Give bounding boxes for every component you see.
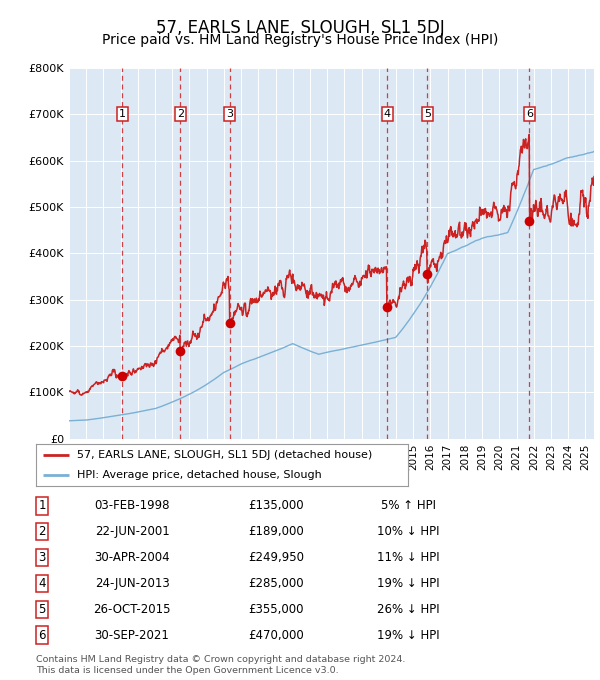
Text: 5: 5 — [424, 109, 431, 119]
Text: 2: 2 — [38, 525, 46, 539]
Text: HPI: Average price, detached house, Slough: HPI: Average price, detached house, Slou… — [77, 470, 322, 480]
Text: 57, EARLS LANE, SLOUGH, SL1 5DJ (detached house): 57, EARLS LANE, SLOUGH, SL1 5DJ (detache… — [77, 450, 372, 460]
Text: 26-OCT-2015: 26-OCT-2015 — [93, 602, 171, 616]
Text: 10% ↓ HPI: 10% ↓ HPI — [377, 525, 439, 539]
Text: 5% ↑ HPI: 5% ↑ HPI — [380, 499, 436, 513]
Text: 22-JUN-2001: 22-JUN-2001 — [95, 525, 169, 539]
Text: 4: 4 — [38, 577, 46, 590]
Text: £285,000: £285,000 — [248, 577, 304, 590]
Text: 57, EARLS LANE, SLOUGH, SL1 5DJ: 57, EARLS LANE, SLOUGH, SL1 5DJ — [155, 19, 445, 37]
Text: Price paid vs. HM Land Registry's House Price Index (HPI): Price paid vs. HM Land Registry's House … — [102, 33, 498, 47]
Text: 11% ↓ HPI: 11% ↓ HPI — [377, 551, 439, 564]
Text: £135,000: £135,000 — [248, 499, 304, 513]
Text: £189,000: £189,000 — [248, 525, 304, 539]
Text: 2: 2 — [177, 109, 184, 119]
Text: 1: 1 — [119, 109, 125, 119]
Text: 30-APR-2004: 30-APR-2004 — [94, 551, 170, 564]
Text: 3: 3 — [38, 551, 46, 564]
Text: 24-JUN-2013: 24-JUN-2013 — [95, 577, 169, 590]
Text: £355,000: £355,000 — [248, 602, 304, 616]
Text: 6: 6 — [526, 109, 533, 119]
Text: 19% ↓ HPI: 19% ↓ HPI — [377, 628, 439, 642]
Text: 30-SEP-2021: 30-SEP-2021 — [95, 628, 169, 642]
Text: 6: 6 — [38, 628, 46, 642]
Text: 5: 5 — [38, 602, 46, 616]
Text: Contains HM Land Registry data © Crown copyright and database right 2024.
This d: Contains HM Land Registry data © Crown c… — [36, 655, 406, 675]
Text: 1: 1 — [38, 499, 46, 513]
Text: £470,000: £470,000 — [248, 628, 304, 642]
Text: 26% ↓ HPI: 26% ↓ HPI — [377, 602, 439, 616]
Text: 4: 4 — [383, 109, 391, 119]
Text: 03-FEB-1998: 03-FEB-1998 — [94, 499, 170, 513]
Text: 19% ↓ HPI: 19% ↓ HPI — [377, 577, 439, 590]
Text: 3: 3 — [226, 109, 233, 119]
Text: £249,950: £249,950 — [248, 551, 304, 564]
